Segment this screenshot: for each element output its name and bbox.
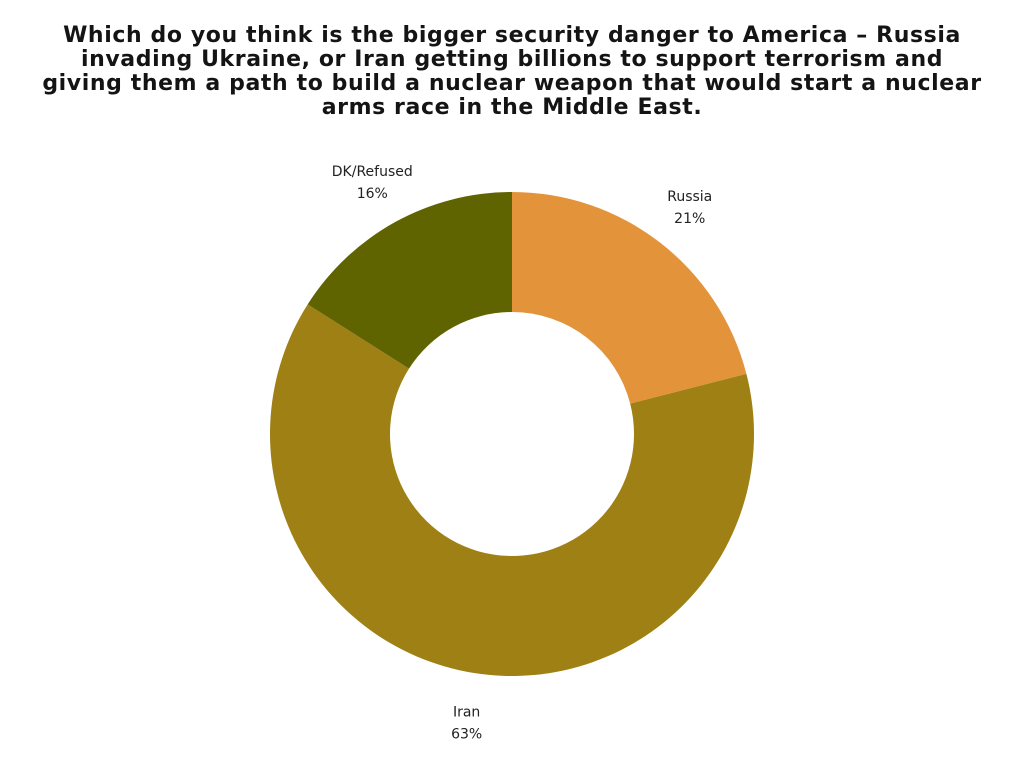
slice-value-dk-refused: 16% — [357, 186, 388, 202]
slice-iran — [270, 304, 754, 677]
slice-russia — [512, 192, 747, 404]
slice-dk-refused — [307, 192, 512, 369]
slice-label-dk-refused: DK/Refused — [332, 164, 413, 180]
slice-label-iran: Iran — [453, 704, 480, 720]
slice-value-russia: 21% — [674, 211, 705, 227]
slice-value-iran: 63% — [451, 726, 482, 742]
slice-label-russia: Russia — [667, 189, 712, 205]
chart-title: Which do you think is the bigger securit… — [42, 23, 982, 120]
